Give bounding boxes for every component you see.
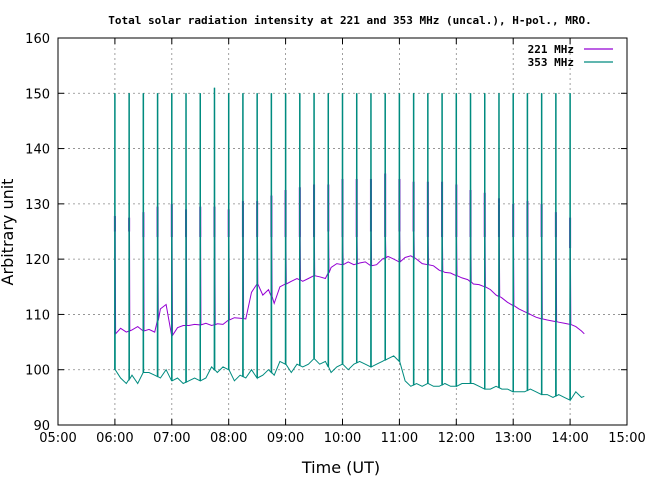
plot-frame [57,37,628,426]
x-tick-label: 14:00 [551,431,588,446]
series-353mhz [114,87,585,402]
y-tick-label: 120 [25,253,50,268]
series-group [113,87,585,402]
x-tick-label: 13:00 [494,431,531,446]
legend-label-221mhz: 221 MHz [528,43,574,56]
x-tick-label: 07:00 [153,431,190,446]
y-tick-label: 160 [25,32,50,47]
chart-title: Total solar radiation intensity at 221 a… [108,14,591,27]
x-tick-label: 12:00 [438,431,475,446]
y-tick-label: 130 [25,198,50,213]
y-axis-ticks: 90 100 110 120 130 140 150 160 [25,32,627,434]
y-tick-label: 90 [33,419,50,434]
x-axis-ticks: 05:00 06:00 07:00 08:00 09:00 10:00 11:00 12:00… [39,38,646,446]
y-tick-label: 140 [25,143,50,158]
y-axis-label: Arbitrary unit [0,179,17,286]
series-line-353mhz [114,87,585,402]
x-tick-label: 09:00 [267,431,304,446]
x-axis-label: Time (UT) [301,458,380,477]
x-tick-label: 11:00 [381,431,418,446]
x-tick-label: 10:00 [324,431,361,446]
legend: 221 MHz 353 MHz [528,43,613,69]
y-tick-label: 110 [25,308,50,323]
y-tick-label: 100 [25,364,50,379]
x-tick-label: 08:00 [210,431,247,446]
y-tick-label: 150 [25,87,50,102]
x-tick-label: 15:00 [608,431,645,446]
legend-label-353mhz: 353 MHz [528,56,574,69]
x-tick-label: 06:00 [96,431,133,446]
x-tick-label: 05:00 [39,431,76,446]
